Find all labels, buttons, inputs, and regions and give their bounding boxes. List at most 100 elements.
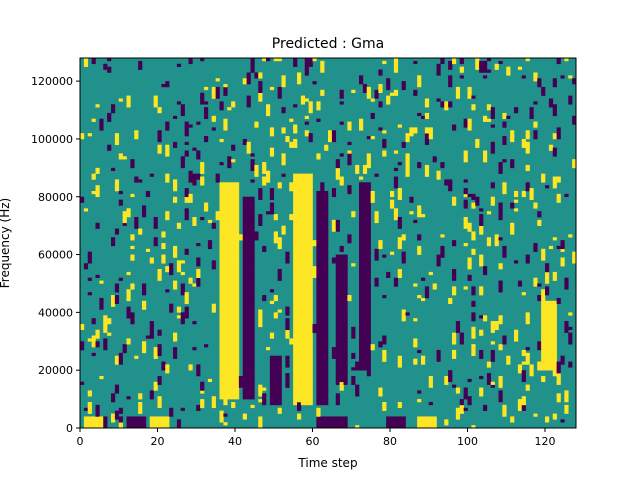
heatmap-cell [242,349,247,354]
heatmap-cell [366,286,371,290]
heatmap-cell [320,401,325,406]
heatmap-cell [359,222,364,226]
heatmap-cell [219,303,224,307]
heatmap-cell [304,375,309,380]
heatmap-cell [300,355,306,359]
heatmap-cell [130,422,135,426]
heatmap-cell [401,422,406,426]
heatmap-cell [246,297,251,302]
heatmap-cell [335,303,340,307]
heatmap-cell [242,222,247,226]
heatmap-cell [269,211,275,215]
heatmap-cell [475,144,480,148]
heatmap-cell [320,312,325,316]
heatmap-cell [126,289,131,293]
heatmap-cell [545,289,550,293]
heatmap-cell [556,367,561,371]
heatmap-cell [219,381,224,385]
heatmap-cell [281,225,286,229]
heatmap-cell [250,367,255,371]
heatmap-cell [510,202,515,206]
heatmap-cell [467,399,472,403]
heatmap-cell [231,283,236,287]
heatmap-cell [533,413,538,417]
heatmap-cell [258,81,263,85]
heatmap-cell [176,263,182,267]
heatmap-cell [304,237,309,241]
heatmap-cell [312,58,317,62]
heatmap-cell [304,367,309,371]
heatmap-cell [219,248,224,252]
heatmap-cell [103,419,108,423]
heatmap-cell [242,81,247,85]
heatmap-cell [277,396,282,400]
heatmap-cell [176,63,182,67]
heatmap-cell [231,237,236,241]
heatmap-cell [161,254,166,258]
heatmap-cell [223,193,228,198]
heatmap-cell [448,101,453,105]
heatmap-cell [308,260,313,264]
heatmap-cell [165,425,170,429]
heatmap-cell [366,332,371,336]
heatmap-cell [366,182,371,186]
heatmap-cell [316,196,321,200]
heatmap-cell [297,260,302,264]
heatmap-cell [436,254,441,258]
heatmap-cell [362,240,368,244]
heatmap-cell [390,419,395,423]
heatmap-cell [401,86,406,91]
heatmap-cell [463,216,468,221]
heatmap-cell [432,159,437,163]
heatmap-cell [366,92,371,96]
heatmap-cell [223,86,228,91]
heatmap-cell [316,378,321,383]
heatmap-cell [545,269,550,273]
heatmap-cell [161,231,166,235]
heatmap-cell [552,300,557,304]
heatmap-cell [366,283,371,287]
heatmap-cell [471,329,476,333]
heatmap-cell [517,370,523,374]
heatmap-cell [552,338,557,342]
heatmap-cell [215,214,220,218]
heatmap-cell [308,352,313,357]
heatmap-cell [475,196,480,200]
heatmap-cell [335,338,340,342]
heatmap-cell [277,237,282,241]
heatmap-cell [339,121,344,125]
heatmap-cell [157,329,162,333]
heatmap-cell [114,384,120,388]
heatmap-cell [297,373,302,377]
heatmap-cell [401,84,406,88]
heatmap-cell [219,358,224,362]
heatmap-cell [227,378,232,383]
heatmap-cell [463,407,468,411]
heatmap-cell [359,367,364,371]
heatmap-cell [366,205,371,209]
heatmap-cell [250,240,255,244]
heatmap-cell [250,338,255,342]
heatmap-cell [227,393,232,397]
heatmap-cell [331,425,337,429]
heatmap-cell [417,425,422,429]
heatmap-cell [242,257,247,261]
heatmap-cell [219,373,224,377]
heatmap-cell [223,358,228,362]
heatmap-cell [308,318,313,322]
heatmap-cell [475,199,480,203]
heatmap-cell [111,419,116,423]
heatmap-cell [277,240,282,244]
heatmap-cell [223,303,228,307]
heatmap-cell [347,297,352,302]
heatmap-cell [393,283,399,287]
heatmap-cell [331,257,337,261]
heatmap-cell [316,303,321,307]
heatmap-cell [304,303,309,307]
heatmap-cell [250,341,255,345]
heatmap-cell [180,312,185,316]
heatmap-cell [308,361,313,365]
heatmap-cell [223,182,228,186]
heatmap-cell [552,185,557,189]
heatmap-cell [223,295,228,299]
